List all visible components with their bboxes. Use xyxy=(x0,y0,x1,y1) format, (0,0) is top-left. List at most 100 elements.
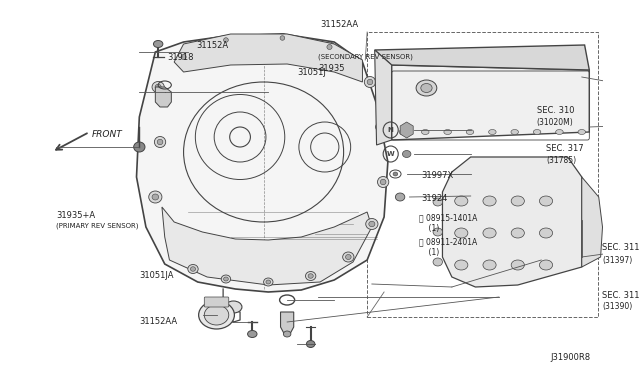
Text: (31785): (31785) xyxy=(546,155,576,164)
Ellipse shape xyxy=(483,260,496,270)
Text: SEC. 310: SEC. 310 xyxy=(536,106,574,115)
Ellipse shape xyxy=(327,45,332,49)
Ellipse shape xyxy=(278,33,287,42)
Ellipse shape xyxy=(154,137,166,148)
Ellipse shape xyxy=(454,196,468,206)
Polygon shape xyxy=(374,50,392,145)
Text: 31152AA: 31152AA xyxy=(320,19,358,29)
Polygon shape xyxy=(582,177,602,267)
Ellipse shape xyxy=(190,267,196,271)
Ellipse shape xyxy=(305,272,316,280)
Ellipse shape xyxy=(367,79,372,85)
Ellipse shape xyxy=(578,129,586,135)
Ellipse shape xyxy=(380,179,386,185)
Text: 31918: 31918 xyxy=(168,52,194,61)
Text: 31152AA: 31152AA xyxy=(140,317,177,327)
Ellipse shape xyxy=(221,35,230,45)
Text: (31020M): (31020M) xyxy=(536,118,573,126)
Polygon shape xyxy=(392,65,589,140)
Ellipse shape xyxy=(154,41,163,48)
Ellipse shape xyxy=(204,305,228,325)
Ellipse shape xyxy=(364,77,376,87)
Ellipse shape xyxy=(483,228,496,238)
Ellipse shape xyxy=(393,172,397,176)
Ellipse shape xyxy=(324,42,335,52)
Ellipse shape xyxy=(376,122,387,132)
Text: (31390): (31390) xyxy=(602,302,633,311)
Ellipse shape xyxy=(533,129,541,135)
Text: 31152A: 31152A xyxy=(196,41,228,49)
Polygon shape xyxy=(374,45,589,70)
Text: 31935: 31935 xyxy=(318,64,345,73)
Ellipse shape xyxy=(421,83,432,93)
Ellipse shape xyxy=(444,129,451,135)
Polygon shape xyxy=(156,87,172,107)
Ellipse shape xyxy=(365,218,378,230)
Ellipse shape xyxy=(266,280,271,284)
Text: 31051J: 31051J xyxy=(298,67,326,77)
Ellipse shape xyxy=(454,228,468,238)
Ellipse shape xyxy=(134,142,145,152)
Text: (1): (1) xyxy=(419,224,439,232)
Ellipse shape xyxy=(433,228,442,236)
Text: (SECONDARY REV SENSOR): (SECONDARY REV SENSOR) xyxy=(318,54,413,60)
Text: FRONT: FRONT xyxy=(92,129,122,138)
Text: (PRIMARY REV SENSOR): (PRIMARY REV SENSOR) xyxy=(56,223,139,229)
Ellipse shape xyxy=(416,80,437,96)
Ellipse shape xyxy=(308,274,313,278)
Ellipse shape xyxy=(198,301,234,329)
Ellipse shape xyxy=(399,129,406,135)
Ellipse shape xyxy=(342,252,354,262)
Ellipse shape xyxy=(264,278,273,286)
Ellipse shape xyxy=(155,84,161,90)
Text: 31924: 31924 xyxy=(422,193,448,202)
Ellipse shape xyxy=(403,151,411,157)
Ellipse shape xyxy=(511,260,524,270)
Ellipse shape xyxy=(556,129,563,135)
Text: N: N xyxy=(388,127,394,133)
Ellipse shape xyxy=(179,52,189,62)
Ellipse shape xyxy=(433,198,442,206)
Text: SEC. 311: SEC. 311 xyxy=(602,291,640,299)
Text: J31900R8: J31900R8 xyxy=(551,353,591,362)
Ellipse shape xyxy=(511,129,518,135)
Ellipse shape xyxy=(188,264,198,273)
Text: 31997X: 31997X xyxy=(422,170,454,180)
Text: SEC. 317: SEC. 317 xyxy=(546,144,584,153)
Ellipse shape xyxy=(346,254,351,260)
Ellipse shape xyxy=(540,228,552,238)
Ellipse shape xyxy=(157,139,163,145)
Ellipse shape xyxy=(152,81,164,93)
Ellipse shape xyxy=(511,196,524,206)
FancyBboxPatch shape xyxy=(204,297,228,307)
Ellipse shape xyxy=(307,340,315,347)
Ellipse shape xyxy=(223,38,228,42)
Polygon shape xyxy=(136,34,388,292)
Ellipse shape xyxy=(378,176,389,187)
Ellipse shape xyxy=(488,129,496,135)
Ellipse shape xyxy=(378,125,384,129)
Text: SEC. 311: SEC. 311 xyxy=(602,244,640,253)
Ellipse shape xyxy=(225,301,242,313)
Ellipse shape xyxy=(369,221,375,227)
Ellipse shape xyxy=(221,275,230,283)
Ellipse shape xyxy=(248,330,257,337)
Ellipse shape xyxy=(148,191,162,203)
Text: W: W xyxy=(387,151,394,157)
Polygon shape xyxy=(174,34,362,82)
Ellipse shape xyxy=(181,55,186,60)
Text: 31935+A: 31935+A xyxy=(56,211,95,219)
Ellipse shape xyxy=(152,194,159,200)
Text: (31397): (31397) xyxy=(602,256,633,264)
Text: 31051JA: 31051JA xyxy=(140,270,174,279)
Polygon shape xyxy=(162,207,372,285)
Ellipse shape xyxy=(511,228,524,238)
Text: (1): (1) xyxy=(419,247,439,257)
Ellipse shape xyxy=(280,36,285,40)
Ellipse shape xyxy=(433,258,442,266)
Ellipse shape xyxy=(466,129,474,135)
Ellipse shape xyxy=(422,129,429,135)
Text: Ⓝ 08911-2401A: Ⓝ 08911-2401A xyxy=(419,237,477,247)
Polygon shape xyxy=(280,312,294,334)
Ellipse shape xyxy=(284,331,291,337)
